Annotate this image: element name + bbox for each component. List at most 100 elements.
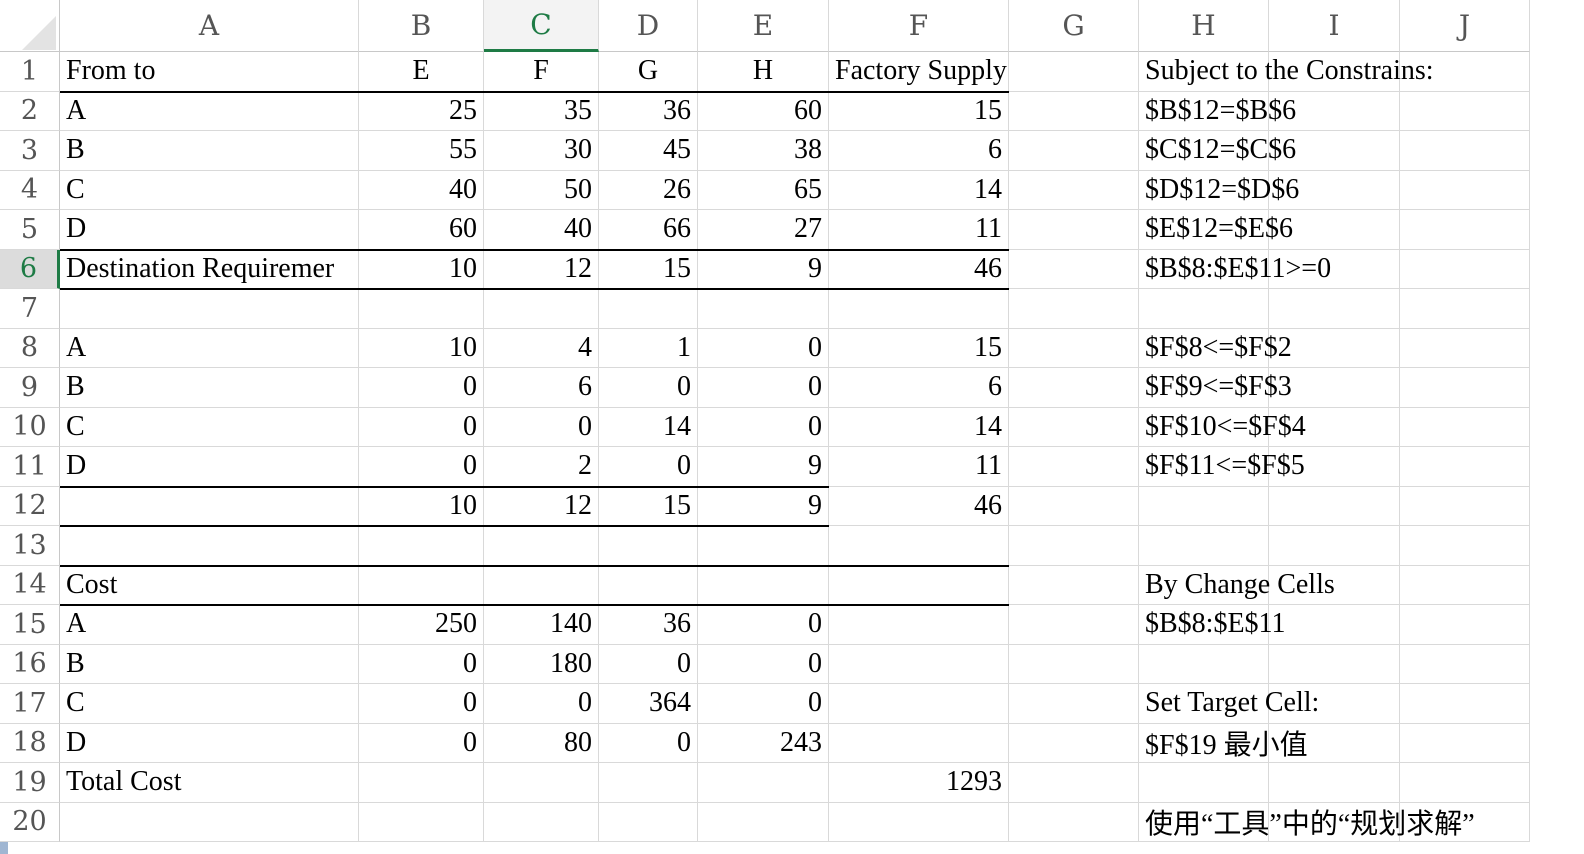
cell-c4[interactable]: 50 xyxy=(484,170,599,210)
cell-c5[interactable]: 40 xyxy=(484,210,599,250)
row-header-2[interactable]: 2 xyxy=(0,91,60,131)
cell-i13[interactable] xyxy=(1269,526,1400,566)
cell-d13[interactable] xyxy=(599,526,698,566)
cell-h8[interactable]: $F$8<=$F$2 xyxy=(1139,328,1292,368)
row-header-5[interactable]: 5 xyxy=(0,210,60,250)
column-header-g[interactable]: G xyxy=(1009,0,1139,52)
column-header-a[interactable]: A xyxy=(60,0,359,52)
cell-h12[interactable] xyxy=(1139,486,1269,526)
cell-i15[interactable] xyxy=(1269,605,1400,645)
cell-e20[interactable] xyxy=(698,802,829,842)
cell-j14[interactable] xyxy=(1400,565,1530,605)
cell-a16[interactable]: B xyxy=(60,644,359,684)
column-header-b[interactable]: B xyxy=(359,0,484,52)
cell-e11[interactable]: 9 xyxy=(698,447,829,487)
cell-i19[interactable] xyxy=(1269,763,1400,803)
cell-b18[interactable]: 0 xyxy=(359,723,484,763)
cell-g13[interactable] xyxy=(1009,526,1139,566)
column-header-i[interactable]: I xyxy=(1269,0,1400,52)
cell-h10[interactable]: $F$10<=$F$4 xyxy=(1139,407,1306,447)
cell-j1[interactable] xyxy=(1400,52,1530,92)
cell-g14[interactable] xyxy=(1009,565,1139,605)
cell-a19[interactable]: Total Cost xyxy=(60,763,359,803)
cell-j15[interactable] xyxy=(1400,605,1530,645)
cell-g3[interactable] xyxy=(1009,131,1139,171)
cell-a18[interactable]: D xyxy=(60,723,359,763)
cell-f15[interactable] xyxy=(829,605,1009,645)
cell-g10[interactable] xyxy=(1009,407,1139,447)
cell-j16[interactable] xyxy=(1400,644,1530,684)
row-header-14[interactable]: 14 xyxy=(0,565,60,605)
cell-f18[interactable] xyxy=(829,723,1009,763)
cell-f4[interactable]: 14 xyxy=(829,170,1009,210)
cell-g11[interactable] xyxy=(1009,447,1139,487)
cell-a8[interactable]: A xyxy=(60,328,359,368)
cell-f11[interactable]: 11 xyxy=(829,447,1009,487)
cell-i18[interactable] xyxy=(1269,723,1400,763)
cell-d4[interactable]: 26 xyxy=(599,170,698,210)
cell-i8[interactable] xyxy=(1269,328,1400,368)
cell-c17[interactable]: 0 xyxy=(484,684,599,724)
cell-d1[interactable]: G xyxy=(599,52,698,92)
cell-a15[interactable]: A xyxy=(60,605,359,645)
row-header-10[interactable]: 10 xyxy=(0,407,60,447)
cell-c8[interactable]: 4 xyxy=(484,328,599,368)
cell-f20[interactable] xyxy=(829,802,1009,842)
cell-h3[interactable]: $C$12=$C$6 xyxy=(1139,131,1296,171)
cell-c7[interactable] xyxy=(484,289,599,329)
cell-c9[interactable]: 6 xyxy=(484,368,599,408)
cell-h5[interactable]: $E$12=$E$6 xyxy=(1139,210,1293,250)
cell-g17[interactable] xyxy=(1009,684,1139,724)
cell-g12[interactable] xyxy=(1009,486,1139,526)
cell-d15[interactable]: 36 xyxy=(599,605,698,645)
cell-b3[interactable]: 55 xyxy=(359,131,484,171)
cell-c19[interactable] xyxy=(484,763,599,803)
cell-d20[interactable] xyxy=(599,802,698,842)
row-header-11[interactable]: 11 xyxy=(0,447,60,487)
cell-j18[interactable] xyxy=(1400,723,1530,763)
cell-e3[interactable]: 38 xyxy=(698,131,829,171)
cell-b4[interactable]: 40 xyxy=(359,170,484,210)
cell-e16[interactable]: 0 xyxy=(698,644,829,684)
cell-e9[interactable]: 0 xyxy=(698,368,829,408)
cell-b2[interactable]: 25 xyxy=(359,91,484,131)
cell-h20[interactable]: 使用“工具”中的“规划求解” xyxy=(1139,802,1475,842)
cell-g5[interactable] xyxy=(1009,210,1139,250)
cell-e13[interactable] xyxy=(698,526,829,566)
cell-a4[interactable]: C xyxy=(60,170,359,210)
row-header-18[interactable]: 18 xyxy=(0,723,60,763)
cell-c6[interactable]: 12 xyxy=(484,249,599,289)
cell-b10[interactable]: 0 xyxy=(359,407,484,447)
cell-j8[interactable] xyxy=(1400,328,1530,368)
cell-j5[interactable] xyxy=(1400,210,1530,250)
cell-f3[interactable]: 6 xyxy=(829,131,1009,171)
cell-h17[interactable]: Set Target Cell: xyxy=(1139,684,1319,724)
cell-i17[interactable] xyxy=(1269,684,1400,724)
cell-a14[interactable]: Cost xyxy=(60,565,359,605)
cell-i14[interactable] xyxy=(1269,565,1400,605)
row-header-8[interactable]: 8 xyxy=(0,328,60,368)
cell-d5[interactable]: 66 xyxy=(599,210,698,250)
cell-b12[interactable]: 10 xyxy=(359,486,484,526)
cell-j12[interactable] xyxy=(1400,486,1530,526)
cell-j4[interactable] xyxy=(1400,170,1530,210)
cell-g18[interactable] xyxy=(1009,723,1139,763)
cell-g7[interactable] xyxy=(1009,289,1139,329)
cell-i1[interactable] xyxy=(1269,52,1400,92)
cell-f1[interactable]: Factory Supply xyxy=(829,52,1009,92)
column-header-j[interactable]: J xyxy=(1400,0,1530,52)
cell-d7[interactable] xyxy=(599,289,698,329)
cell-i10[interactable] xyxy=(1269,407,1400,447)
cell-h14[interactable]: By Change Cells xyxy=(1139,565,1335,605)
cell-g15[interactable] xyxy=(1009,605,1139,645)
column-header-h[interactable]: H xyxy=(1139,0,1269,52)
cell-d19[interactable] xyxy=(599,763,698,803)
cell-c18[interactable]: 80 xyxy=(484,723,599,763)
cell-d9[interactable]: 0 xyxy=(599,368,698,408)
cell-e18[interactable]: 243 xyxy=(698,723,829,763)
cell-d12[interactable]: 15 xyxy=(599,486,698,526)
cell-d8[interactable]: 1 xyxy=(599,328,698,368)
cell-c20[interactable] xyxy=(484,802,599,842)
cell-i5[interactable] xyxy=(1269,210,1400,250)
